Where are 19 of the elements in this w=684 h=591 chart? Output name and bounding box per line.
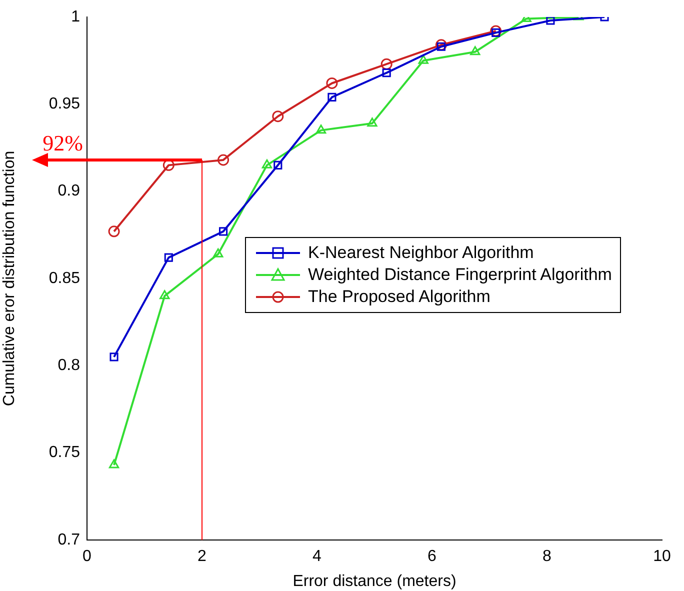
y-tick-label: 0.8	[58, 357, 80, 374]
x-tick-label: 8	[542, 548, 552, 566]
y-tick-label: 0.85	[48, 270, 80, 287]
x-tick-label: 10	[653, 548, 671, 566]
y-tick-label: 0.9	[58, 182, 80, 200]
x-tick-label: 4	[312, 548, 322, 566]
x-axis-title: Error distance (meters)	[292, 572, 456, 590]
legend-label: Weighted Distance Fingerprint Algorithm	[308, 265, 612, 285]
y-axis-title: Cumulative eror distribution function	[1, 150, 18, 406]
x-tick-label: 0	[82, 548, 92, 566]
y-tick-label: 0.7	[58, 531, 80, 548]
y-tick-label: 0.75	[48, 444, 80, 462]
x-tick-label: 2	[198, 548, 207, 566]
ref-line-label: 92%	[42, 130, 83, 156]
x-tick-label: 6	[428, 548, 437, 566]
y-tick-label: 1	[71, 8, 80, 26]
y-tick-label: 0.95	[48, 96, 80, 113]
legend-label: The Proposed Algorithm	[308, 287, 490, 307]
legend-label: K-Nearest Neighbor Algorithm	[308, 243, 534, 263]
